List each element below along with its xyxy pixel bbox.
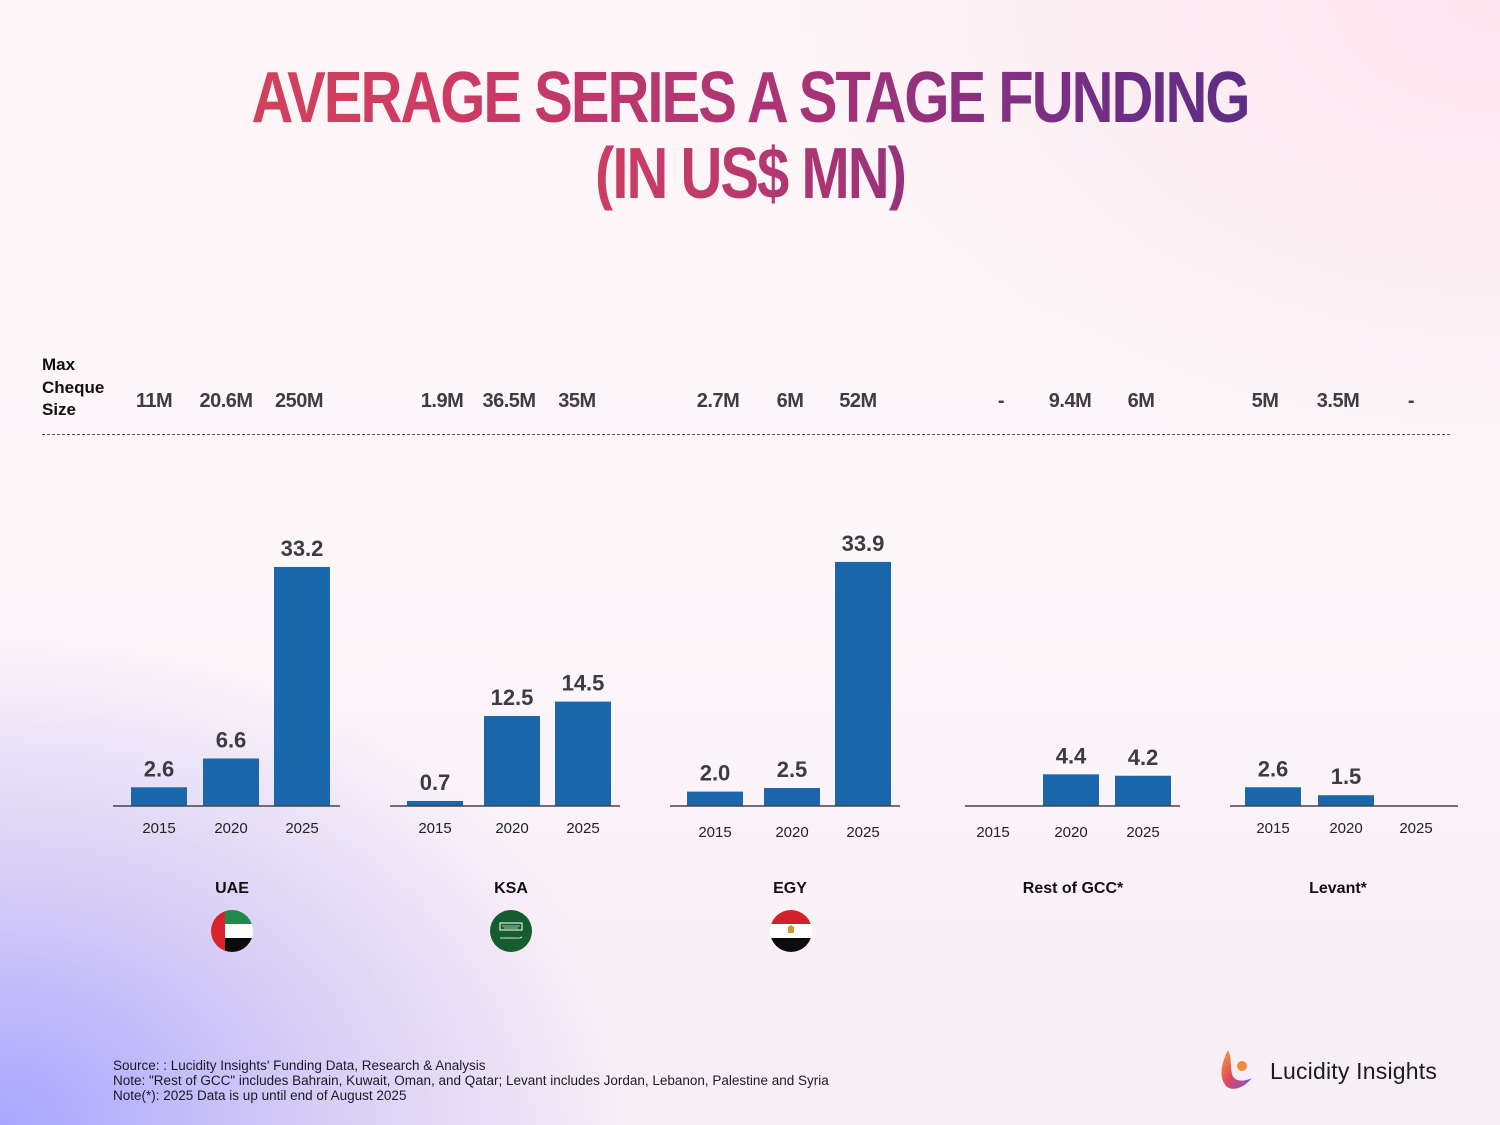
data-label: 0.7 <box>420 770 451 795</box>
max-cheque-value: - <box>997 390 1005 412</box>
bar <box>484 716 540 806</box>
data-label: 2.6 <box>144 756 175 781</box>
x-tick-label: 2025 <box>285 820 318 837</box>
region-label: Rest of GCC* <box>1022 880 1124 897</box>
bar <box>1245 787 1301 806</box>
data-label: 33.2 <box>281 536 324 561</box>
bar <box>274 566 330 806</box>
max-cheque-value: 3.5M <box>1316 390 1360 412</box>
date-note: Note(*): 2025 Data is up until end of Au… <box>113 1088 407 1103</box>
data-label: 6.6 <box>216 727 247 752</box>
bar <box>1115 775 1171 806</box>
max-cheque-value: 5M <box>1251 390 1279 412</box>
max-cheque-value: 52M <box>839 390 877 412</box>
data-label: 4.4 <box>1056 743 1087 768</box>
data-label: 12.5 <box>491 685 534 710</box>
bar <box>555 701 611 806</box>
lucidity-logo-icon <box>1218 1048 1256 1095</box>
x-tick-label: 2015 <box>418 820 451 837</box>
max-cheque-label-line: Size <box>42 400 77 419</box>
max-cheque-value: 6M <box>1127 390 1155 412</box>
x-tick-label: 2020 <box>1054 824 1087 841</box>
region-label: UAE <box>215 880 249 897</box>
bar <box>835 561 891 806</box>
bar <box>1043 774 1099 806</box>
source-note: Source: : Lucidity Insights' Funding Dat… <box>113 1058 486 1073</box>
x-tick-label: 2025 <box>566 820 599 837</box>
bar <box>1318 795 1374 806</box>
data-label: 1.5 <box>1331 764 1362 789</box>
bar <box>687 791 743 806</box>
max-cheque-value: - <box>1407 390 1415 412</box>
x-tick-label: 2015 <box>142 820 175 837</box>
data-label: 33.9 <box>842 531 885 556</box>
region-label: Levant* <box>1309 880 1367 897</box>
region-label: EGY <box>773 880 807 897</box>
chart-title-line1: AVERAGE SERIES A STAGE FUNDING <box>0 61 1500 135</box>
x-tick-label: 2015 <box>698 824 731 841</box>
max-cheque-value: 6M <box>776 390 804 412</box>
data-label: 4.2 <box>1128 745 1159 770</box>
max-cheque-value: 1.9M <box>420 390 464 412</box>
x-tick-label: 2020 <box>1329 820 1362 837</box>
x-tick-label: 2020 <box>495 820 528 837</box>
max-cheque-value: 9.4M <box>1048 390 1092 412</box>
max-cheque-value: 35M <box>558 390 596 412</box>
data-label: 2.0 <box>700 761 731 786</box>
data-label: 2.5 <box>777 757 808 782</box>
data-label: 2.6 <box>1258 756 1289 781</box>
egypt-flag-icon <box>770 910 812 952</box>
brand-name: Lucidity Insights <box>1270 1058 1438 1084</box>
data-label: 14.5 <box>562 671 605 696</box>
uae-flag-icon <box>211 910 253 952</box>
max-cheque-value: 20.6M <box>199 390 253 412</box>
brand-logo: Lucidity Insights <box>1218 1048 1437 1095</box>
x-tick-label: 2025 <box>1126 824 1159 841</box>
ksa-flag-icon <box>490 910 532 952</box>
x-tick-label: 2015 <box>976 824 1009 841</box>
bar <box>407 800 463 806</box>
x-tick-label: 2020 <box>214 820 247 837</box>
footer-notes: Source: : Lucidity Insights' Funding Dat… <box>113 1058 829 1103</box>
x-tick-label: 2020 <box>775 824 808 841</box>
region-note: Note: "Rest of GCC" includes Bahrain, Ku… <box>113 1073 829 1088</box>
max-cheque-label-line: Cheque <box>42 377 105 397</box>
region-label: KSA <box>494 880 528 897</box>
x-tick-label: 2015 <box>1256 820 1289 837</box>
max-cheque-value: 11M <box>135 390 173 412</box>
dashed-divider <box>42 434 1450 435</box>
max-cheque-label-line: Max <box>42 355 76 374</box>
max-cheque-value: 2.7M <box>696 390 740 412</box>
max-cheque-value: 250M <box>274 390 324 412</box>
bar <box>764 788 820 806</box>
chart-title-line2: (IN US$ MN) <box>550 137 950 211</box>
bar <box>203 758 259 806</box>
bar <box>131 787 187 806</box>
max-cheque-label: Max Cheque Size <box>42 354 104 422</box>
x-tick-label: 2025 <box>1399 820 1432 837</box>
x-tick-label: 2025 <box>846 824 879 841</box>
max-cheque-value: 36.5M <box>482 390 536 412</box>
